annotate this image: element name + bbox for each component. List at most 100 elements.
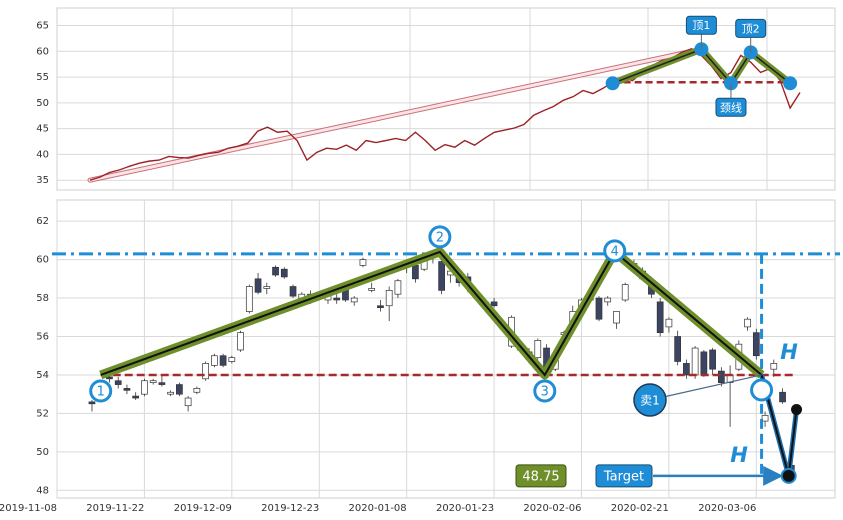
target-text: Target bbox=[603, 469, 644, 484]
candle-body bbox=[377, 305, 384, 309]
pattern-label: 2 bbox=[436, 230, 444, 245]
candle-body bbox=[691, 347, 699, 376]
pattern-point bbox=[603, 239, 627, 263]
y-tick-label: 60 bbox=[36, 255, 49, 266]
candle-body bbox=[272, 266, 279, 276]
y-tick-label: 54 bbox=[36, 370, 49, 381]
x-tick-label: 2020-03-06 bbox=[698, 503, 756, 514]
candle-body bbox=[333, 297, 341, 301]
candle-body bbox=[621, 284, 629, 301]
height-label: H bbox=[730, 443, 748, 467]
candle-body bbox=[674, 336, 682, 362]
y-tick-label: 45 bbox=[36, 124, 49, 135]
candle-body bbox=[385, 290, 393, 307]
pattern-point bbox=[750, 378, 774, 402]
y-tick-label: 50 bbox=[36, 98, 49, 109]
pattern-label: 顶1 bbox=[692, 19, 710, 32]
candle-body bbox=[752, 332, 760, 357]
candle-body bbox=[210, 355, 218, 366]
pattern-core bbox=[100, 250, 763, 377]
y-tick-label: 65 bbox=[36, 21, 49, 32]
candle-body bbox=[184, 397, 192, 407]
candle-body bbox=[665, 318, 673, 328]
top-layer: 35 40 45 50 55 60 65 顶1 颈线 顶2 bbox=[36, 15, 835, 186]
x-tick-label: 2020-01-08 bbox=[349, 503, 407, 514]
candle-body bbox=[412, 265, 419, 280]
label-box bbox=[715, 97, 747, 117]
candle-body bbox=[350, 297, 358, 303]
trend-arrow-inner bbox=[88, 47, 703, 182]
pattern-point bbox=[533, 379, 557, 403]
candle-body bbox=[438, 261, 445, 291]
candle-body bbox=[114, 380, 122, 385]
y-tick-label: 40 bbox=[36, 149, 49, 160]
pattern-point bbox=[605, 76, 620, 91]
x-tick-label: 2019-11-08 bbox=[0, 503, 57, 514]
target-value: 48.75 bbox=[522, 469, 559, 484]
candle-body bbox=[709, 349, 716, 370]
candle-body bbox=[770, 363, 778, 370]
x-tick-label: 2019-11-22 bbox=[86, 503, 144, 514]
target-box bbox=[595, 464, 653, 488]
signal-circle bbox=[633, 383, 667, 417]
x-tick-label: 2020-01-23 bbox=[436, 503, 494, 514]
y-tick-label: 48 bbox=[36, 485, 49, 496]
candle-body bbox=[761, 414, 769, 422]
y-tick-label: 55 bbox=[36, 72, 49, 83]
candle-body bbox=[132, 395, 140, 399]
target-point bbox=[780, 467, 797, 484]
candle-body bbox=[289, 286, 297, 297]
candle-body bbox=[228, 357, 236, 362]
candle-body bbox=[123, 388, 131, 391]
x-tick-label: 2019-12-23 bbox=[261, 503, 319, 514]
candle-body bbox=[237, 332, 244, 351]
candle-body bbox=[656, 301, 664, 334]
label-box bbox=[685, 15, 717, 35]
y-tick-label: 50 bbox=[36, 447, 49, 458]
candle-body bbox=[176, 384, 183, 395]
candle-body bbox=[193, 388, 201, 393]
candle-body bbox=[534, 339, 542, 359]
x-tick-label: 2020-02-06 bbox=[523, 503, 581, 514]
price-line bbox=[89, 47, 801, 181]
candle-body bbox=[700, 351, 708, 376]
height-label: H bbox=[780, 340, 798, 364]
candle-body bbox=[219, 355, 227, 366]
candle-body bbox=[245, 286, 253, 312]
signal-pointer bbox=[649, 374, 762, 401]
x-tick-label: 2020-02-21 bbox=[611, 503, 669, 514]
y-tick-label: 58 bbox=[36, 293, 49, 304]
top-vertical-grid bbox=[172, 8, 768, 190]
candle-body bbox=[254, 278, 262, 293]
candle-body bbox=[280, 268, 288, 278]
pattern-label: 颈线 bbox=[720, 100, 742, 114]
pattern-label: 顶2 bbox=[742, 22, 760, 35]
candle-body bbox=[368, 288, 376, 291]
candle-body bbox=[394, 280, 402, 295]
last-point bbox=[791, 404, 803, 416]
pattern-point bbox=[89, 379, 113, 403]
candle-body bbox=[595, 297, 603, 320]
candle-body bbox=[88, 401, 96, 405]
x-tick-label: 2019-12-09 bbox=[174, 503, 232, 514]
pattern-point bbox=[783, 76, 798, 91]
y-tick-label: 60 bbox=[36, 46, 49, 57]
pattern-label: 3 bbox=[541, 384, 549, 399]
candle-body bbox=[167, 391, 174, 395]
pattern-label: 4 bbox=[611, 244, 619, 259]
y-tick-label: 56 bbox=[36, 332, 49, 343]
signal-label: 卖1 bbox=[640, 394, 660, 408]
y-tick-label: 35 bbox=[36, 175, 49, 186]
candle-body bbox=[718, 370, 725, 383]
candle-body bbox=[490, 301, 498, 307]
pattern-point bbox=[428, 225, 452, 249]
candle-body bbox=[779, 391, 786, 403]
candle-body bbox=[202, 363, 209, 380]
pattern-label: 1 bbox=[97, 384, 105, 399]
candle-body bbox=[613, 311, 620, 324]
candle-body bbox=[683, 363, 690, 376]
candle-body bbox=[263, 286, 271, 289]
y-tick-label: 62 bbox=[36, 216, 49, 227]
